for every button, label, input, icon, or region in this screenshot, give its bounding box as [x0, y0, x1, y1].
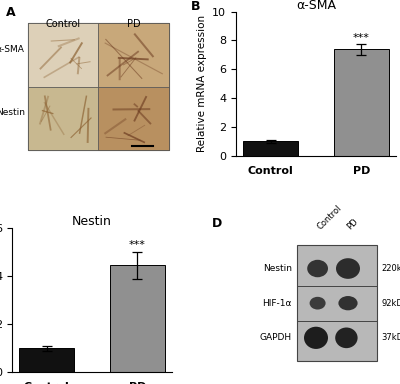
Ellipse shape: [310, 297, 326, 310]
Ellipse shape: [307, 260, 328, 277]
Text: HIF-1α: HIF-1α: [262, 299, 292, 308]
Text: α-SMA: α-SMA: [0, 45, 25, 53]
Text: ***: ***: [129, 240, 146, 250]
Text: Control: Control: [46, 19, 81, 29]
Title: α-SMA: α-SMA: [296, 0, 336, 12]
Bar: [19, 348, 74, 372]
Title: Nestin: Nestin: [72, 215, 112, 228]
Ellipse shape: [338, 296, 358, 310]
Text: B: B: [191, 0, 201, 13]
Ellipse shape: [336, 258, 360, 279]
Bar: [334, 49, 389, 156]
Text: 37kD: 37kD: [382, 333, 400, 342]
Text: PD: PD: [127, 19, 140, 29]
Text: Nestin: Nestin: [0, 108, 25, 117]
Ellipse shape: [304, 327, 328, 349]
Bar: [110, 265, 165, 372]
Bar: [243, 141, 298, 156]
FancyBboxPatch shape: [98, 87, 169, 150]
Ellipse shape: [335, 328, 358, 348]
Text: Nestin: Nestin: [263, 264, 292, 273]
Text: PD: PD: [345, 217, 359, 231]
Text: GAPDH: GAPDH: [260, 333, 292, 342]
Y-axis label: Relative mRNA expression: Relative mRNA expression: [197, 15, 207, 152]
Text: ***: ***: [353, 33, 370, 43]
FancyBboxPatch shape: [28, 87, 98, 150]
Text: A: A: [6, 6, 15, 19]
Text: 92kD: 92kD: [382, 299, 400, 308]
FancyBboxPatch shape: [98, 23, 169, 87]
Text: Control: Control: [316, 203, 344, 231]
FancyBboxPatch shape: [28, 23, 98, 87]
FancyBboxPatch shape: [297, 245, 377, 361]
Text: 220kD: 220kD: [382, 264, 400, 273]
Text: D: D: [212, 217, 222, 230]
